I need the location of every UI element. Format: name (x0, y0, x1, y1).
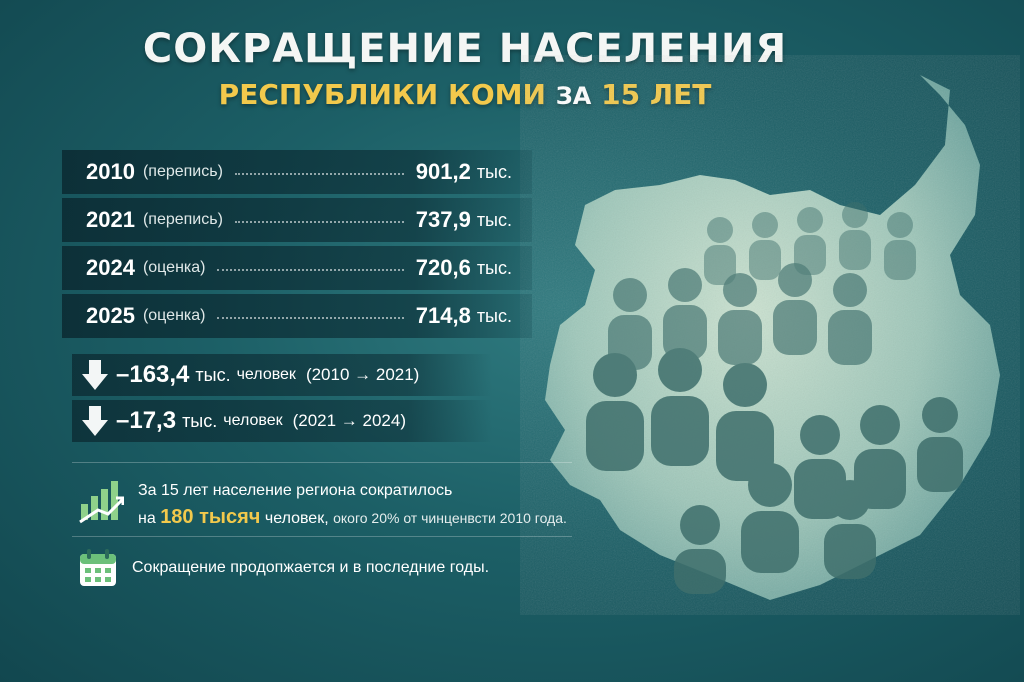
decline-2010-2021: –163,4 тыс. человек (2010 → 2021) (72, 354, 492, 396)
stat-value: 714,8 (415, 303, 471, 328)
calendar-icon (80, 549, 116, 586)
subtitle-region: РЕСПУБЛИКИ КОМИ (218, 78, 546, 111)
stat-note: (оценка) (142, 259, 206, 276)
dotted-leader (217, 317, 404, 319)
dotted-leader (217, 269, 404, 271)
decline-unit: тыс. (182, 410, 218, 431)
info-summary: За 15 лет население региона сократилось … (78, 478, 598, 532)
people-silhouettes (586, 202, 963, 594)
dotted-leader (234, 173, 404, 175)
stat-value: 737,9 (415, 207, 471, 232)
stat-value: 901,2 (415, 159, 471, 184)
stat-note: (перепись) (142, 211, 223, 228)
info-highlight: 180 тысяч (160, 506, 261, 528)
decline-value: –17,3 (116, 407, 177, 434)
decline-unit: тыс. (195, 364, 231, 385)
stat-value: 720,6 (415, 255, 471, 280)
stat-row-2024: 2024 (оценка) 720,6 тыс. (62, 246, 532, 290)
stat-year: 2024 (86, 255, 135, 280)
divider (72, 462, 572, 463)
region-map-illustration (520, 55, 1020, 615)
info-line-3: Сокращение продопжается и в последние го… (132, 559, 490, 576)
divider (72, 536, 572, 537)
info-people: человек, (264, 510, 329, 527)
bar-chart-icon (79, 481, 124, 524)
population-stats: 2010 (перепись) 901,2 тыс. 2021 (перепис… (62, 150, 532, 342)
info-prefix: на (138, 510, 156, 527)
stat-unit: тыс. (476, 161, 512, 182)
stat-row-2021: 2021 (перепись) 737,9 тыс. (62, 198, 532, 242)
down-arrow-icon (82, 360, 108, 390)
stat-year: 2010 (86, 159, 135, 184)
info-line-2: на 180 тысяч человек, окого 20% от чинце… (138, 504, 567, 532)
stat-unit: тыс. (476, 257, 512, 278)
stat-row-2025: 2025 (оценка) 714,8 тыс. (62, 294, 532, 338)
decline-people: человек (223, 412, 283, 429)
stat-row-2010: 2010 (перепись) 901,2 тыс. (62, 150, 532, 194)
decline-value: –163,4 (116, 361, 190, 388)
stat-note: (оценка) (142, 307, 206, 324)
stat-year: 2025 (86, 303, 135, 328)
decline-2021-2024: –17,3 тыс. человек (2021 → 2024) (72, 400, 492, 442)
down-arrow-icon (82, 406, 108, 436)
info-line-1: За 15 лет население региона сократилось (138, 482, 453, 499)
stat-note: (перепись) (142, 163, 223, 180)
info-rest: окого 20% от чинценвсти 2010 года. (333, 510, 567, 526)
stat-unit: тыс. (476, 305, 512, 326)
stat-unit: тыс. (476, 209, 512, 230)
info-trend: Сокращение продопжается и в последние го… (78, 548, 598, 588)
dotted-leader (234, 221, 404, 223)
population-declines: –163,4 тыс. человек (2010 → 2021) –17,3 … (72, 354, 492, 446)
stat-year: 2021 (86, 207, 135, 232)
decline-people: человек (236, 366, 296, 383)
decline-range: (2010 → 2021) (305, 365, 420, 384)
decline-range: (2021 → 2024) (292, 411, 406, 430)
